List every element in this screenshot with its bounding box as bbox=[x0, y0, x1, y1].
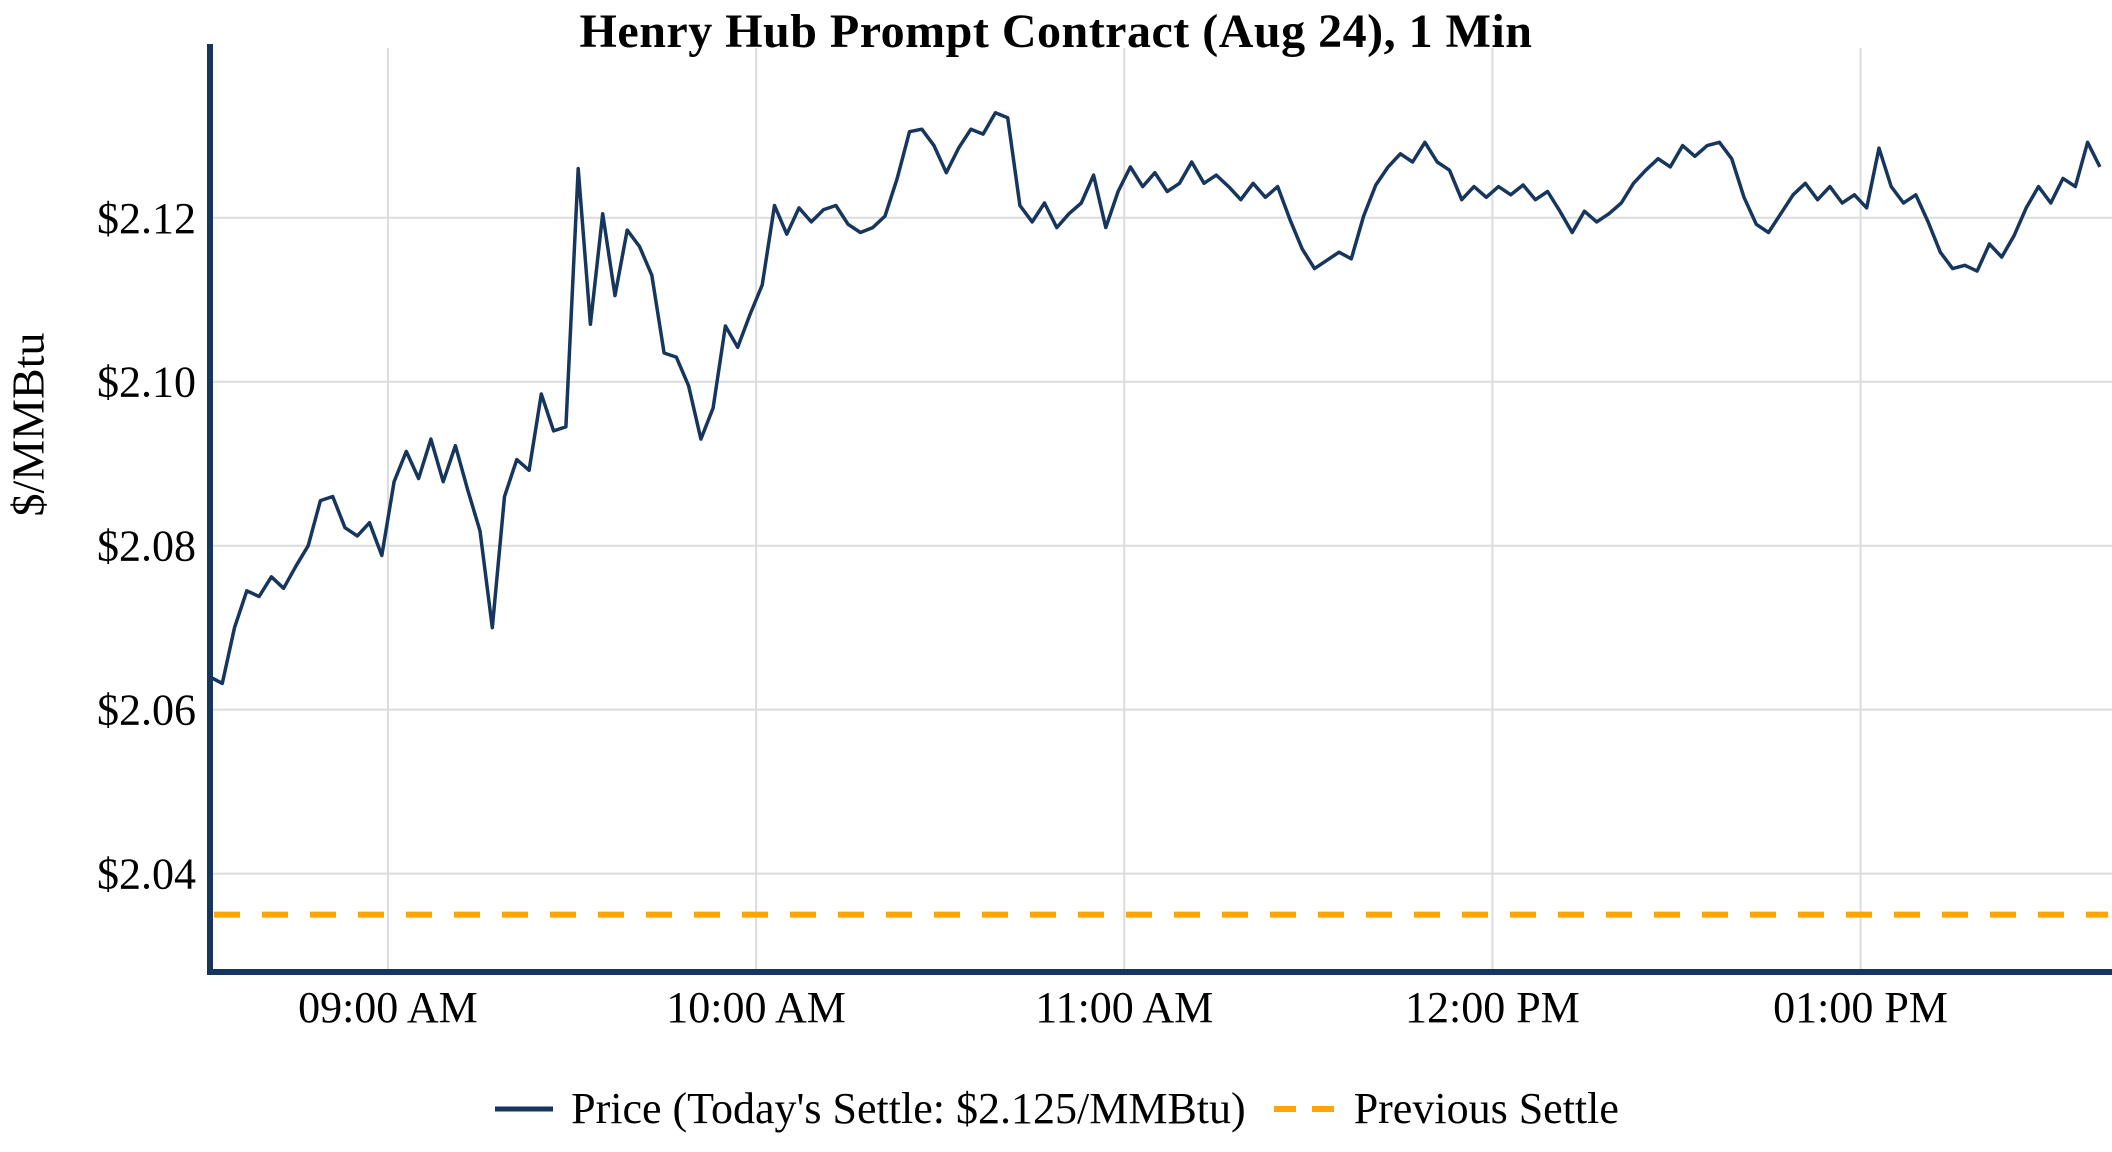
price-line-series bbox=[209, 111, 2102, 686]
y-tick-label: $2.06 bbox=[97, 686, 196, 735]
x-tick-label: 09:00 AM bbox=[298, 983, 478, 1032]
y-tick-label: $2.04 bbox=[97, 850, 196, 899]
chart-title: Henry Hub Prompt Contract (Aug 24), 1 Mi… bbox=[579, 5, 1533, 58]
legend-item-previous-settle: Previous Settle bbox=[1272, 1083, 1619, 1134]
y-tick-label: $2.12 bbox=[97, 194, 196, 243]
y-tick-label: $2.10 bbox=[97, 358, 196, 407]
x-tick-label: 10:00 AM bbox=[666, 983, 846, 1032]
legend: Price (Today's Settle: $2.125/MMBtu) Pre… bbox=[0, 1083, 2112, 1134]
y-tick-label: $2.08 bbox=[97, 522, 196, 571]
x-tick-label: 11:00 AM bbox=[1035, 983, 1213, 1032]
previous-settle-legend-sample bbox=[1273, 1105, 1336, 1112]
legend-price-label: Price (Today's Settle: $2.125/MMBtu) bbox=[571, 1084, 1246, 1133]
x-tick-label: 01:00 PM bbox=[1773, 983, 1948, 1032]
x-tick-label: 12:00 PM bbox=[1405, 983, 1580, 1032]
legend-item-price: Price (Today's Settle: $2.125/MMBtu) bbox=[493, 1083, 1246, 1134]
legend-previous-settle-label: Previous Settle bbox=[1353, 1084, 1619, 1133]
price-line-legend-sample bbox=[495, 1106, 554, 1111]
y-axis-label: $/MMBtu bbox=[2, 332, 54, 517]
